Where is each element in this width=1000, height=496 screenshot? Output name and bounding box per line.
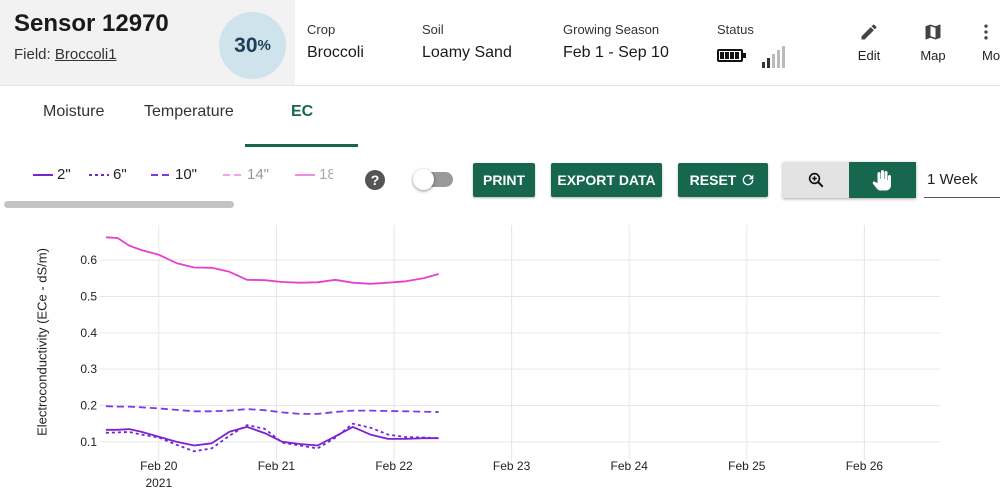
legend-label: 14" bbox=[247, 166, 270, 183]
time-range-select[interactable]: 1 Week bbox=[924, 168, 1000, 198]
series-line-10in bbox=[105, 405, 439, 415]
x-tick-label: Feb 26 bbox=[846, 459, 884, 473]
soil-label: Soil bbox=[422, 22, 444, 37]
field-link[interactable]: Broccoli1 bbox=[54, 46, 117, 63]
series-line-6in bbox=[105, 422, 439, 453]
x-tick-label: Feb 25 bbox=[728, 459, 766, 473]
export-data-button[interactable]: EXPORT DATA bbox=[551, 163, 662, 197]
sensor-title: Sensor 12970 bbox=[14, 10, 169, 37]
legend-item-2in[interactable]: 2" bbox=[33, 166, 71, 183]
status-label: Status bbox=[717, 22, 754, 37]
x-tick-label: Feb 22 bbox=[375, 459, 413, 473]
zoom-button[interactable] bbox=[783, 162, 849, 198]
x-tick-label: Feb 24 bbox=[611, 459, 649, 473]
signal-icon bbox=[762, 46, 786, 68]
ec-chart[interactable]: 0.1 0.2 0.3 0.4 0.5 0.6 Feb 20 2021 Feb 21 Feb 22… bbox=[0, 205, 1000, 496]
legend-scrollbar[interactable] bbox=[4, 201, 234, 208]
y-axis-label: Electroconductivity (ECe - dS/m) bbox=[34, 248, 50, 436]
y-tick-label: 0.2 bbox=[80, 399, 97, 413]
help-icon[interactable]: ? bbox=[365, 170, 385, 190]
legend-label: 2" bbox=[57, 166, 71, 183]
legend: 2" 6" 10" 14" 18" bbox=[0, 150, 333, 212]
legend-item-10in[interactable]: 10" bbox=[151, 166, 197, 183]
print-button[interactable]: PRINT bbox=[473, 163, 535, 197]
field-label: Field: bbox=[14, 46, 51, 63]
legend-label: 18" bbox=[319, 166, 333, 183]
percent-value: 30 bbox=[234, 33, 258, 57]
legend-label: 10" bbox=[175, 166, 198, 183]
reset-button[interactable]: RESET bbox=[678, 163, 768, 197]
legend-item-14in[interactable]: 14" bbox=[223, 166, 269, 183]
map-button[interactable]: Map bbox=[908, 22, 958, 63]
percent-sign: % bbox=[257, 37, 271, 54]
crop-label: Crop bbox=[307, 22, 336, 37]
toggle-knob bbox=[413, 169, 434, 190]
more-vertical-icon bbox=[984, 24, 988, 40]
soil-value: Loamy Sand bbox=[422, 44, 512, 61]
map-icon bbox=[925, 24, 941, 40]
more-button[interactable]: Mo bbox=[972, 22, 1000, 63]
active-tab-indicator bbox=[245, 144, 358, 147]
legend-label: 6" bbox=[113, 166, 127, 183]
more-label: Mo bbox=[982, 48, 1000, 63]
series-line-18in bbox=[105, 236, 439, 285]
x-tick-label: Feb 23 bbox=[493, 459, 531, 473]
tab-temperature[interactable]: Temperature bbox=[144, 103, 234, 120]
zoom-pan-group bbox=[783, 162, 916, 198]
season-value: Feb 1 - Sep 10 bbox=[563, 44, 669, 61]
y-tick-label: 0.1 bbox=[80, 435, 97, 449]
x-tick-year-label: 2021 bbox=[145, 476, 172, 490]
pencil-icon bbox=[861, 24, 877, 40]
hand-icon bbox=[872, 170, 891, 191]
map-label: Map bbox=[920, 48, 946, 63]
header-divider bbox=[0, 85, 1000, 86]
battery-icon bbox=[717, 49, 746, 62]
field-line: Field: Broccoli1 bbox=[14, 46, 117, 63]
crop-value: Broccoli bbox=[307, 44, 364, 61]
season-label: Growing Season bbox=[563, 22, 660, 37]
edit-label: Edit bbox=[857, 48, 881, 63]
display-toggle[interactable] bbox=[413, 169, 453, 190]
refresh-icon bbox=[743, 174, 754, 186]
sensor-header: Sensor 12970 Field: Broccoli1 30% bbox=[0, 0, 295, 85]
reset-label: RESET bbox=[689, 172, 737, 188]
x-tick-label: Feb 20 bbox=[140, 459, 178, 473]
legend-item-6in[interactable]: 6" bbox=[89, 166, 127, 183]
series-line-2in bbox=[105, 425, 439, 447]
tab-moisture[interactable]: Moisture bbox=[43, 103, 105, 120]
tab-ec[interactable]: EC bbox=[291, 103, 314, 120]
zoom-in-icon bbox=[808, 172, 824, 188]
edit-button[interactable]: Edit bbox=[844, 22, 894, 63]
y-tick-label: 0.6 bbox=[80, 253, 97, 267]
pan-button[interactable] bbox=[849, 162, 916, 198]
moisture-percent-badge: 30% bbox=[219, 12, 286, 79]
legend-item-18in[interactable]: 18" bbox=[295, 166, 333, 183]
y-tick-label: 0.4 bbox=[80, 326, 97, 340]
x-tick-label: Feb 21 bbox=[258, 459, 296, 473]
y-tick-label: 0.3 bbox=[80, 362, 97, 376]
y-tick-label: 0.5 bbox=[80, 290, 97, 304]
